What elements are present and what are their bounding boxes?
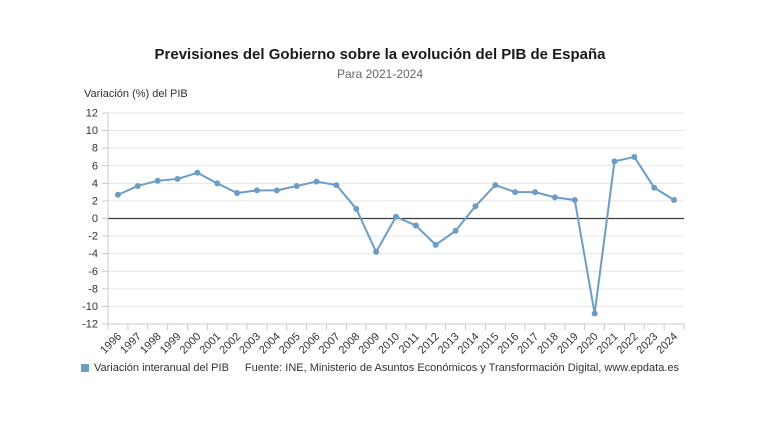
svg-text:2020: 2020	[575, 331, 601, 357]
y-axis-title: Variación (%) del PIB	[84, 88, 188, 100]
svg-text:-8: -8	[88, 283, 98, 295]
svg-text:2016: 2016	[495, 331, 521, 357]
svg-text:2018: 2018	[535, 331, 561, 357]
svg-text:1999: 1999	[158, 331, 184, 357]
chart-title: Previsiones del Gobierno sobre la evoluc…	[154, 46, 606, 63]
source-link[interactable]: www.epdata.es	[604, 362, 680, 374]
svg-text:-6: -6	[88, 266, 98, 278]
svg-text:2009: 2009	[356, 331, 382, 357]
chart-subtitle: Para 2021-2024	[336, 67, 424, 81]
svg-text:2000: 2000	[178, 331, 204, 357]
title-block: Previsiones del Gobierno sobre la evoluc…	[0, 46, 760, 81]
svg-text:2001: 2001	[198, 331, 224, 357]
svg-text:0: 0	[92, 213, 98, 225]
legend-item[interactable]: Variación interanual del PIB	[80, 362, 229, 374]
svg-text:10: 10	[86, 125, 98, 137]
svg-text:2004: 2004	[257, 331, 283, 357]
legend-label: Variación interanual del PIB	[93, 362, 229, 374]
svg-text:4: 4	[92, 178, 98, 190]
svg-text:2007: 2007	[317, 331, 343, 357]
svg-text:2005: 2005	[277, 331, 303, 357]
svg-text:2012: 2012	[416, 331, 442, 357]
svg-text:6: 6	[92, 160, 98, 172]
svg-text:8: 8	[92, 143, 98, 155]
svg-text:12: 12	[86, 108, 98, 120]
legend-marker-icon	[80, 364, 89, 372]
svg-text:2019: 2019	[555, 331, 581, 357]
source-prefix: Fuente: INE, Ministerio de Asuntos Econó…	[244, 362, 602, 374]
svg-text:2021: 2021	[595, 331, 621, 357]
svg-text:2002: 2002	[217, 331, 243, 357]
svg-text:2023: 2023	[635, 331, 661, 357]
svg-text:-4: -4	[88, 248, 98, 260]
svg-text:2017: 2017	[515, 331, 541, 357]
svg-text:1998: 1998	[138, 331, 164, 357]
svg-text:2013: 2013	[436, 331, 462, 357]
svg-text:-10: -10	[82, 301, 98, 313]
svg-text:-12: -12	[82, 319, 98, 331]
svg-text:2010: 2010	[376, 331, 402, 357]
svg-text:2011: 2011	[397, 331, 422, 356]
svg-text:2008: 2008	[337, 331, 363, 357]
svg-text:2022: 2022	[615, 331, 641, 357]
svg-text:2024: 2024	[654, 331, 680, 357]
svg-text:2015: 2015	[476, 331, 502, 357]
chart-footer: Variación interanual del PIB Fuente: INE…	[0, 362, 760, 374]
svg-text:2003: 2003	[237, 331, 263, 357]
svg-text:1996: 1996	[98, 331, 124, 357]
svg-text:1997: 1997	[118, 331, 144, 357]
svg-text:2014: 2014	[456, 331, 482, 357]
source-text: Fuente: INE, Ministerio de Asuntos Econó…	[245, 362, 679, 374]
svg-text:2: 2	[92, 195, 98, 207]
svg-text:2006: 2006	[297, 331, 323, 357]
svg-text:-2: -2	[88, 231, 98, 243]
